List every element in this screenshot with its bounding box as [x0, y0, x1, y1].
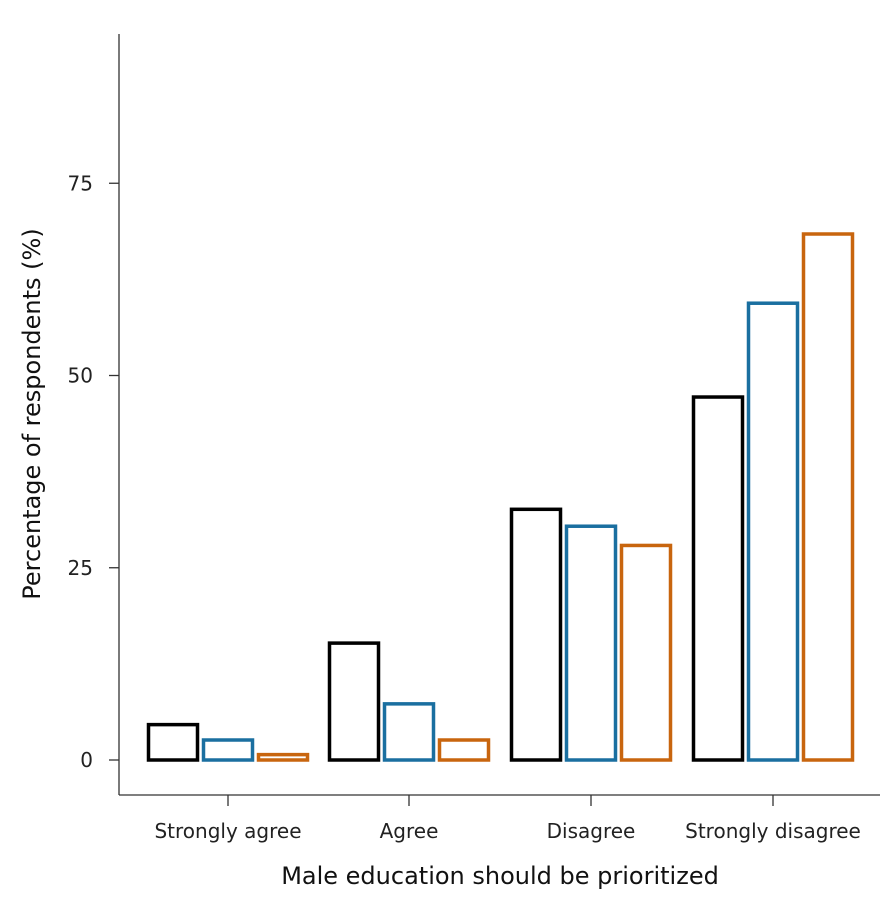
bar [619, 543, 673, 762]
bar [437, 738, 491, 762]
bar [801, 232, 855, 762]
x-tick-label: Disagree [547, 819, 636, 843]
x-tick-label: Strongly agree [154, 819, 301, 843]
bar [564, 524, 618, 762]
y-tick-label: 0 [80, 748, 93, 772]
x-ticks: Strongly agree Agree Disagree Strongly disa… [154, 795, 861, 843]
x-axis-title: Male education should be prioritized [281, 862, 719, 890]
bar [509, 507, 563, 762]
y-tick-label: 50 [68, 364, 93, 388]
bar [256, 752, 310, 762]
bars [146, 232, 855, 762]
bar [327, 641, 381, 762]
y-ticks: 0 25 50 75 [68, 171, 119, 772]
bar [146, 722, 200, 762]
bar [691, 395, 745, 762]
bar [746, 301, 800, 762]
x-tick-label: Strongly disagree [685, 819, 861, 843]
bar [201, 738, 255, 762]
y-tick-label: 25 [68, 556, 93, 580]
y-axis-title: Percentage of respondents (%) [18, 228, 46, 599]
y-tick-label: 75 [68, 171, 93, 195]
bar [382, 702, 436, 762]
x-tick-label: Agree [380, 819, 439, 843]
